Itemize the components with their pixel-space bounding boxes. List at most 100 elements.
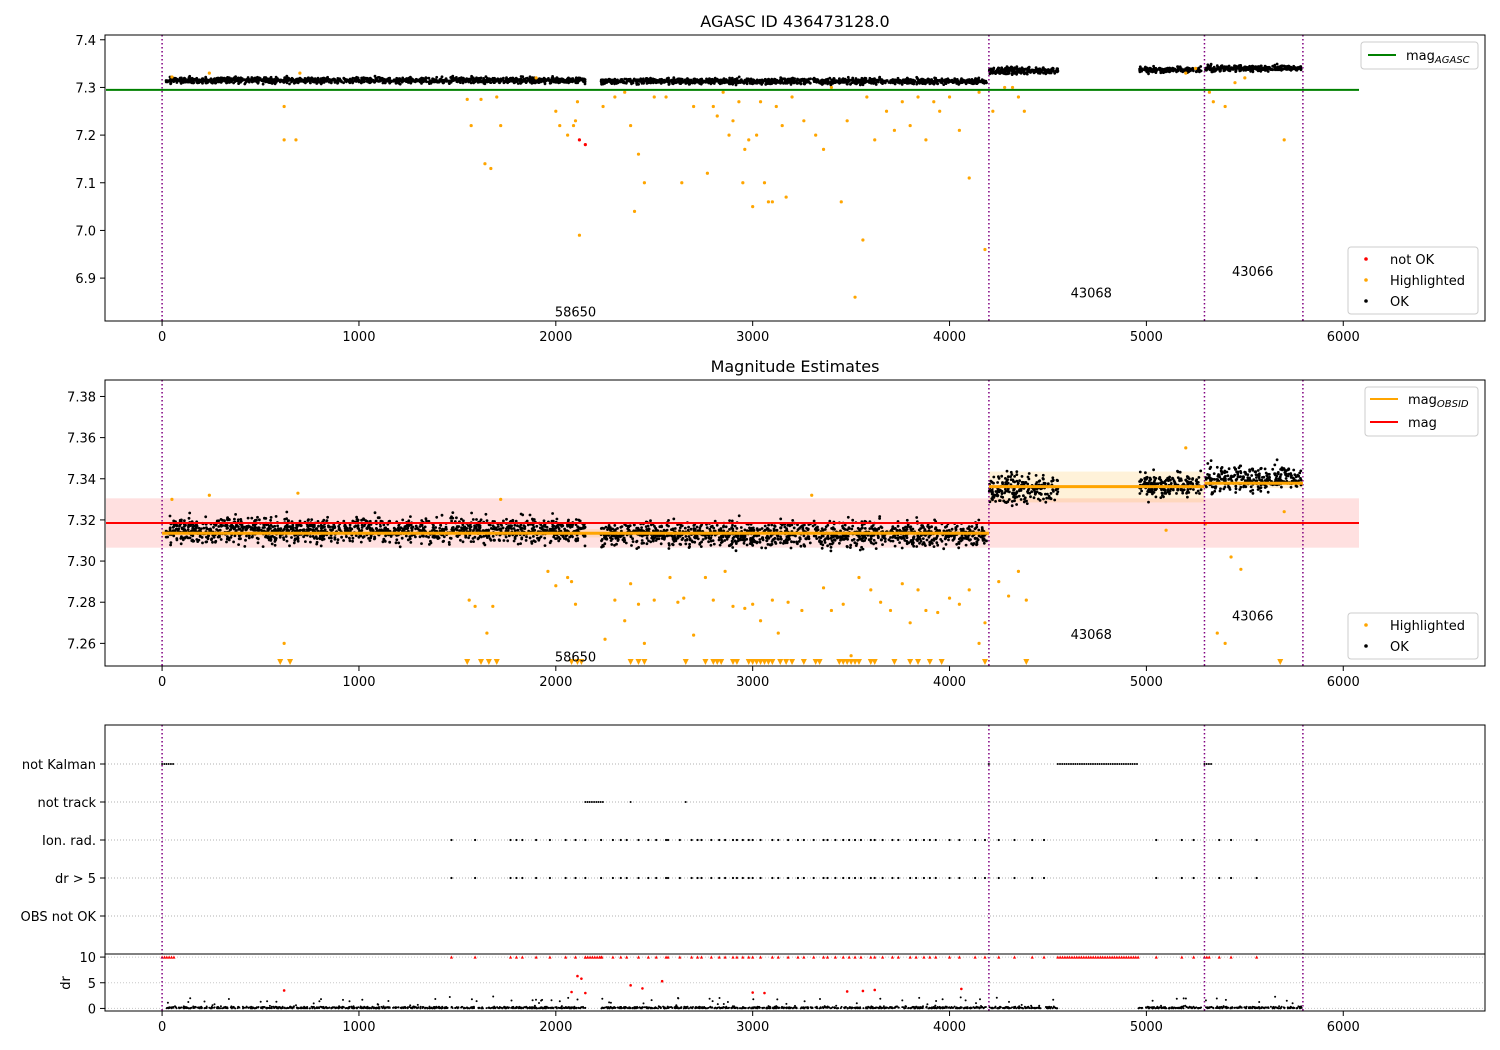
ok-point [228, 528, 232, 532]
ok-point [720, 79, 723, 83]
ok-point [274, 75, 278, 79]
ok-point [912, 81, 915, 85]
ok-point [812, 534, 816, 538]
ok-point [612, 80, 616, 83]
ok-point [994, 70, 998, 74]
ok-point [375, 79, 379, 83]
ok-point [351, 536, 355, 540]
ok-point [271, 534, 274, 538]
highlighted-point [758, 100, 763, 104]
ok-point [1012, 69, 1015, 73]
ok-point [579, 78, 582, 82]
ok-point [225, 527, 229, 530]
ok-point [223, 519, 226, 523]
ok-point [513, 523, 517, 527]
ok-point [449, 516, 453, 520]
ok-point [309, 81, 312, 85]
ok-point [249, 528, 253, 531]
ok-point [1009, 65, 1013, 69]
ok-point [527, 79, 531, 82]
ok-point [520, 80, 524, 84]
ok-point [360, 529, 364, 532]
ok-point [482, 534, 486, 538]
ok-point [269, 524, 273, 527]
ok-point [333, 78, 336, 81]
ok-point [835, 80, 839, 84]
highlighted-point [692, 104, 696, 109]
ok-point [1154, 71, 1158, 74]
ok-point [351, 539, 354, 543]
ok-point [404, 534, 408, 538]
ok-point [519, 527, 523, 530]
ok-point [622, 80, 626, 84]
ok-point [285, 539, 289, 543]
ok-point [331, 78, 334, 81]
ok-point [279, 527, 283, 531]
ok-point [288, 82, 291, 86]
ok-point [502, 519, 505, 523]
ok-point [977, 518, 981, 522]
ok-point [164, 79, 168, 82]
ok-point [225, 537, 229, 541]
ok-point [392, 79, 396, 83]
ok-point [333, 536, 337, 539]
highlighted-point [743, 147, 747, 151]
ok-point [397, 541, 401, 545]
ok-point [992, 70, 995, 74]
ok-point [348, 78, 352, 82]
ok-point [758, 538, 762, 541]
highlighted-point [853, 295, 857, 299]
ok-point [448, 543, 451, 546]
ok-point [851, 524, 855, 528]
ok-point [743, 78, 747, 82]
ok-point [1182, 68, 1185, 71]
ok-point [523, 525, 527, 529]
ok-point [683, 78, 687, 82]
ok-point [1046, 68, 1050, 72]
ok-point [548, 527, 552, 531]
ok-point [290, 536, 293, 539]
ok-point [269, 516, 273, 519]
ok-point [218, 528, 222, 532]
ok-point [219, 538, 223, 541]
ok-point [250, 516, 254, 520]
fill-layer [105, 471, 1485, 1009]
highlighted-point [1233, 81, 1237, 85]
ok-point [359, 540, 363, 544]
ok-point [468, 78, 472, 81]
ok-point [583, 544, 587, 548]
ok-point [313, 536, 316, 540]
ok-point [377, 516, 381, 520]
ok-point [699, 82, 703, 86]
ok-point [373, 511, 377, 515]
ok-point [979, 80, 983, 84]
ok-point [463, 525, 467, 529]
ok-point [279, 78, 283, 82]
ok-point [258, 518, 261, 522]
ok-point [169, 543, 173, 547]
ok-point [383, 526, 387, 530]
ok-point [316, 76, 320, 80]
ok-point [483, 543, 487, 547]
ok-point [319, 544, 323, 548]
ok-point [362, 517, 365, 521]
ok-point [538, 79, 542, 82]
ok-point [555, 76, 559, 80]
ok-point [371, 78, 375, 82]
ok-point [422, 534, 425, 538]
highlighted-point [766, 200, 771, 204]
ok-point [174, 77, 178, 81]
ok-point [191, 80, 195, 83]
ok-point [491, 534, 495, 538]
ok-point [425, 535, 428, 538]
ok-point [469, 540, 473, 543]
ok-point [506, 529, 510, 533]
ok-point [1214, 69, 1217, 72]
ok-point [168, 78, 172, 82]
highlighted-point [613, 95, 617, 99]
ok-point [409, 515, 412, 518]
obsid-annotation: 43068 [1071, 286, 1112, 301]
highlighted-point [873, 138, 877, 142]
ok-point [839, 81, 842, 84]
ok-point [353, 525, 356, 529]
